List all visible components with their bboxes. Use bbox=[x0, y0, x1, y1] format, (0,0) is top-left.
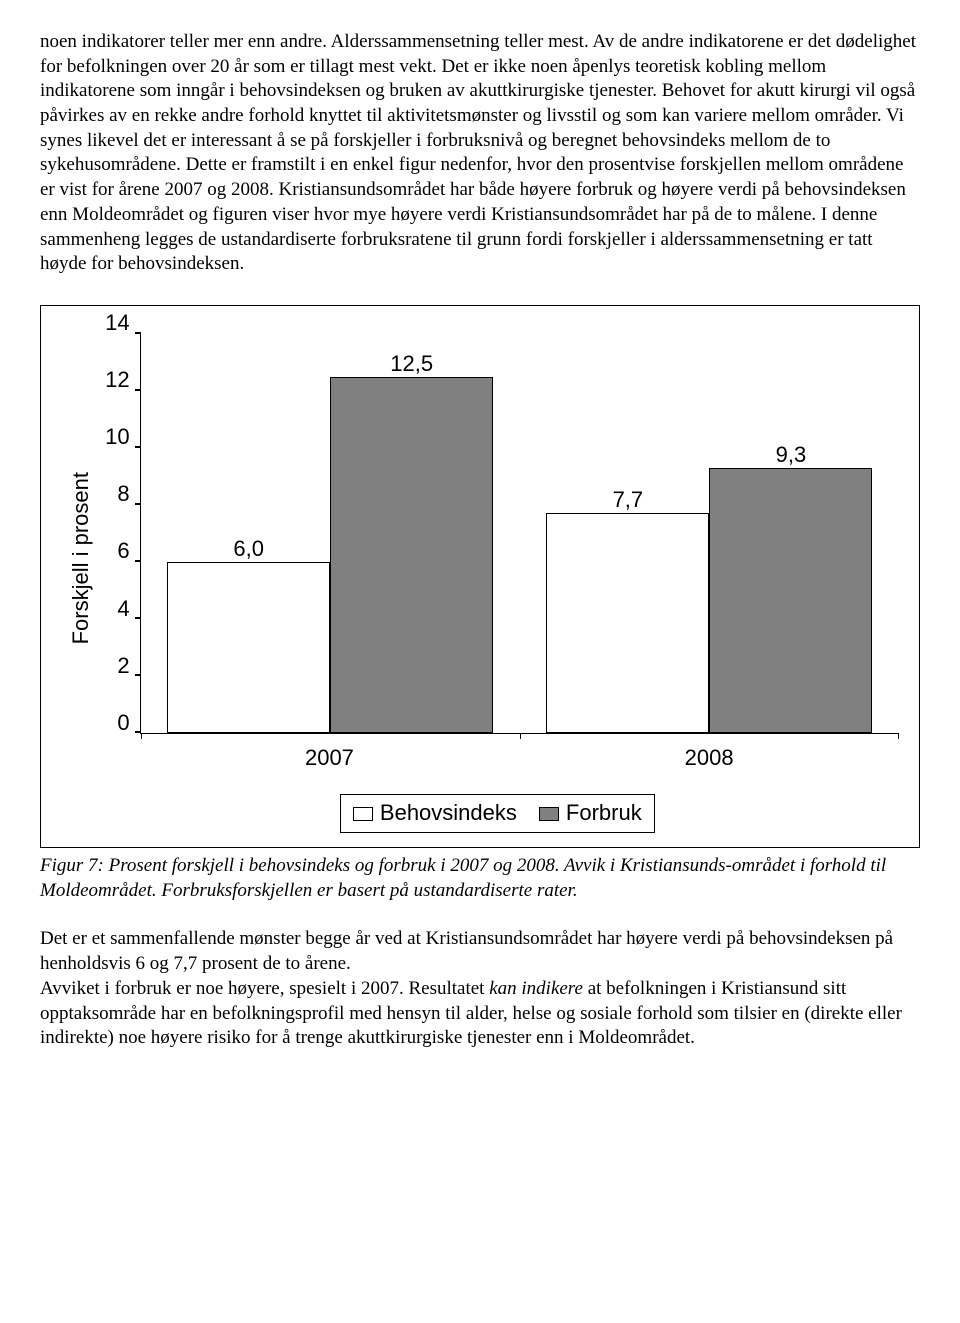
bar-forbruk-2007: 12,5 bbox=[330, 377, 493, 733]
y-axis-ticks: 0 2 4 6 8 10 12 14 bbox=[96, 334, 140, 734]
text-run: Det er et sammenfallende mønster begge å… bbox=[40, 928, 893, 974]
bar-behovsindeks-2007: 6,0 bbox=[167, 562, 330, 733]
bar-behovsindeks-2008: 7,7 bbox=[546, 513, 709, 732]
x-axis-ticks: 2007 2008 bbox=[140, 734, 899, 773]
chart-legend: Behovsindeks Forbruk bbox=[340, 794, 655, 833]
bar-forbruk-2008: 9,3 bbox=[709, 468, 872, 733]
bar-label: 9,3 bbox=[710, 441, 871, 470]
bar-group-2008: 7,7 9,3 bbox=[520, 334, 899, 733]
bar-label: 6,0 bbox=[168, 535, 329, 564]
legend-swatch-white bbox=[353, 807, 373, 821]
y-axis-label: Forskjell i prosent bbox=[61, 472, 96, 644]
italic-text: kan indikere bbox=[489, 978, 583, 999]
bar-group-2007: 6,0 12,5 bbox=[141, 334, 520, 733]
bar-label: 7,7 bbox=[547, 486, 708, 515]
legend-item-behovsindeks: Behovsindeks bbox=[353, 799, 517, 828]
plot-area: 6,0 12,5 7,7 9,3 bbox=[140, 334, 899, 734]
legend-item-forbruk: Forbruk bbox=[539, 799, 642, 828]
bar-chart-figure: Forskjell i prosent 0 2 4 6 8 10 12 14 bbox=[40, 305, 920, 848]
text-run: Avviket i forbruk er noe høyere, spesiel… bbox=[40, 978, 489, 999]
x-tick-0: 2007 bbox=[140, 734, 520, 773]
legend-label: Behovsindeks bbox=[380, 799, 517, 828]
bar-label: 12,5 bbox=[331, 350, 492, 379]
figure-caption: Figur 7: Prosent forskjell i behovsindek… bbox=[40, 854, 920, 903]
body-paragraph-2: Det er et sammenfallende mønster begge å… bbox=[40, 927, 920, 1050]
legend-label: Forbruk bbox=[566, 799, 642, 828]
x-tick-1: 2008 bbox=[519, 734, 899, 773]
body-paragraph-1: noen indikatorer teller mer enn andre. A… bbox=[40, 30, 920, 277]
legend-swatch-gray bbox=[539, 807, 559, 821]
